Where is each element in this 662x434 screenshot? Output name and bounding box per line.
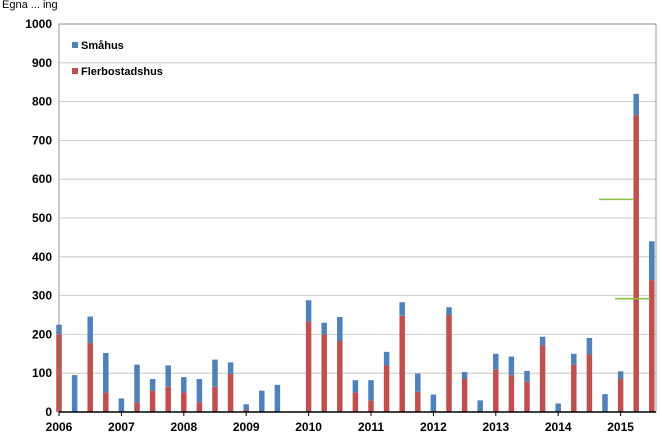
legend-label-flerbostadshus: Flerbostadshus [81,66,163,78]
legend-swatch-smahus [72,42,78,48]
bar-flerbostadshus-37 [633,115,639,413]
bar-smahus-17 [321,322,327,335]
x-tick-label-6: 2012 [420,420,447,434]
bar-flerbostadshus-30 [524,381,530,412]
bar-flerbostadshus-19 [352,392,359,412]
bar-smahus-7 [165,365,171,387]
bar-smahus-35 [602,394,608,412]
bar-smahus-12 [243,404,249,411]
bar-smahus-10 [212,359,218,387]
header-fragment: Egna ... ing [2,0,58,11]
bar-smahus-24 [430,394,437,412]
y-tick-label-9: 900 [32,56,52,70]
bar-flerbostadshus-36 [617,379,624,412]
bar-smahus-5 [134,364,140,403]
bar-smahus-32 [555,403,561,412]
y-tick-label-2: 200 [32,327,52,341]
bar-smahus-20 [368,380,374,401]
legend-swatch-flerbostadshus [72,68,78,74]
bar-smahus-36 [617,371,624,380]
bar-flerbostadshus-33 [571,364,577,412]
y-tick-label-5: 500 [32,211,52,225]
x-tick-label-3: 2009 [233,420,260,434]
bar-smahus-37 [633,93,639,116]
bar-flerbostadshus-22 [399,315,405,412]
bar-flerbostadshus-28 [493,369,499,412]
x-tick-label-7: 2013 [482,420,509,434]
x-tick-label-5: 2011 [358,420,384,434]
y-tick-label-6: 600 [32,172,52,186]
y-tick-label-3: 300 [32,289,52,303]
bar-flerbostadshus-29 [508,375,515,412]
legend: Småhus Flerbostadshus [72,40,163,78]
bar-flerbostadshus-10 [212,386,218,412]
bar-smahus-8 [181,377,187,393]
bar-flerbostadshus-31 [539,345,546,412]
bar-smahus-38 [649,241,655,281]
bar-smahus-34 [586,337,593,355]
bar-smahus-18 [337,316,343,341]
y-tick-label-4: 400 [32,250,52,264]
y-tick-label-7: 700 [32,133,52,147]
x-tick-label-8: 2014 [545,420,572,434]
bar-flerbostadshus-34 [586,354,593,412]
bar-smahus-11 [227,362,234,374]
bar-flerbostadshus-2 [87,342,93,412]
bar-smahus-19 [352,380,359,393]
bar-flerbostadshus-7 [165,386,171,412]
bar-smahus-28 [493,353,499,370]
bar-flerbostadshus-8 [181,392,187,412]
y-tick-label-1: 100 [32,366,52,380]
x-tick-label-2: 2008 [170,420,197,434]
bar-flerbostadshus-20 [368,400,374,412]
bar-smahus-30 [524,370,530,382]
bar-flerbostadshus-3 [103,392,109,412]
bar-flerbostadshus-18 [337,340,343,412]
bar-smahus-4 [118,398,125,412]
bars [56,93,655,413]
bar-smahus-31 [539,336,546,346]
bar-smahus-1 [71,375,78,412]
y-tick-label-0: 0 [45,405,52,419]
bar-flerbostadshus-21 [383,365,390,412]
bar-smahus-33 [571,353,577,365]
bar-smahus-3 [103,353,109,393]
grid-lines [59,23,656,413]
bar-smahus-26 [461,372,468,380]
legend-label-smahus: Småhus [81,40,124,52]
bar-flerbostadshus-26 [461,379,468,412]
bar-smahus-23 [415,373,421,392]
bar-flerbostadshus-6 [149,390,156,412]
bar-flerbostadshus-23 [415,391,421,412]
bar-smahus-21 [383,351,390,366]
bar-smahus-14 [274,384,281,412]
bar-flerbostadshus-11 [227,373,234,412]
reference-lines [599,198,650,300]
bar-smahus-22 [399,302,405,316]
x-tick-label-4: 2010 [295,420,322,434]
bar-flerbostadshus-9 [196,402,203,412]
bar-smahus-16 [305,300,312,322]
bar-flerbostadshus-38 [649,280,655,412]
bar-flerbostadshus-17 [321,334,327,412]
bar-smahus-2 [87,316,93,343]
bar-smahus-25 [446,307,452,315]
x-tick-label-0: 2006 [46,420,73,434]
bar-flerbostadshus-16 [305,321,312,412]
axes: 0 100 200 300 400 500 600 700 800 900 1000 2006 2007… [25,17,657,434]
bar-smahus-13 [259,390,265,412]
y-tick-label-8: 800 [32,95,52,109]
bar-smahus-29 [508,356,515,376]
bar-flerbostadshus-5 [134,402,140,412]
x-tick-label-9: 2015 [607,420,634,434]
bar-flerbostadshus-12 [243,410,249,412]
y-tick-label-10: 1000 [25,17,52,31]
bar-smahus-6 [149,379,156,391]
x-tick-label-1: 2007 [108,420,135,434]
bar-smahus-27 [477,400,483,412]
bar-smahus-9 [196,379,203,403]
bar-flerbostadshus-25 [446,315,452,412]
